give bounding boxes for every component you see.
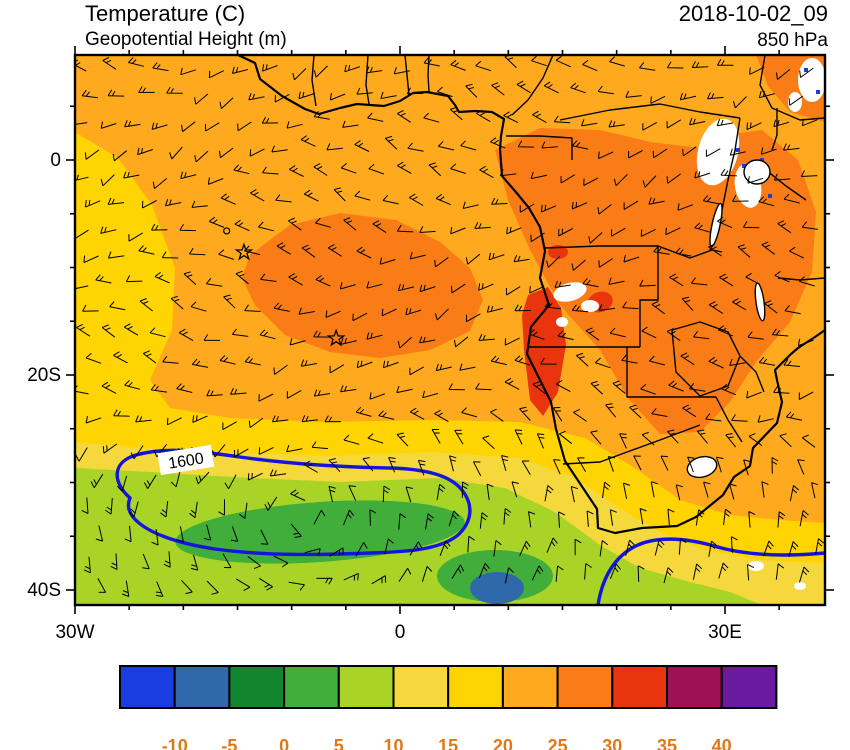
plot-subtitle: Geopotential Height (m) (85, 29, 287, 50)
country-border (777, 277, 825, 281)
country-border (559, 103, 741, 121)
colorbar-cell (228, 665, 286, 709)
circle-marker (223, 227, 231, 235)
region-dark-green-core (175, 500, 465, 564)
region-cold-blue-blob (470, 572, 524, 604)
colorbar-label: 30 (602, 736, 622, 750)
region-terrain-white-se-2 (794, 582, 806, 590)
x-axis-label: 30W (55, 622, 94, 643)
star-marker (326, 328, 346, 347)
region-terrain-white-angola (553, 282, 587, 302)
colorbar-label: 40 (712, 736, 732, 750)
country-border (562, 424, 701, 465)
lake-victoria (743, 159, 771, 185)
country-border (506, 135, 573, 160)
country-border (544, 245, 659, 347)
y-axis-label: 20S (27, 365, 61, 386)
colorbar-cell (173, 665, 231, 709)
lesotho-highlands (686, 455, 718, 479)
colorbar-label: 20 (493, 736, 513, 750)
country-border (715, 396, 743, 443)
region-terrain-white-se-1 (748, 561, 764, 571)
colorbar-label: 10 (383, 736, 403, 750)
cold-speck (804, 68, 808, 72)
country-border (311, 55, 317, 107)
colorbar-cell (611, 665, 668, 709)
region-terrain-white-ne-tip (798, 58, 825, 102)
region-red-spot-north (548, 245, 568, 259)
colorbar-label: 0 (279, 736, 289, 750)
country-border (404, 55, 410, 96)
coastline (237, 55, 825, 535)
colorbar-cell (666, 665, 723, 709)
region-deep-orange-congo (495, 128, 816, 434)
country-border (759, 55, 825, 121)
colorbar-label: 25 (548, 736, 568, 750)
map-frame (73, 53, 827, 607)
colorbar-label: 35 (657, 736, 677, 750)
colorbar-cell (501, 665, 559, 709)
country-border (657, 245, 723, 259)
colorbar-cell (119, 665, 176, 709)
region-terrain-white-angola-3 (556, 317, 568, 327)
x-axis-label: 0 (395, 622, 406, 643)
axis-ticks (66, 46, 834, 614)
colorbar-cell (447, 665, 504, 709)
wind-barbs-layer (75, 55, 825, 597)
x-axis-label: 30E (708, 622, 742, 643)
colorbar-cell (283, 665, 340, 709)
geopotential-contour-1600 (596, 537, 825, 605)
map-canvas: 1600 30W 0 30E 0 20S 40S (27, 46, 834, 643)
cold-speck (816, 90, 820, 94)
country-border (365, 55, 370, 105)
temperature-field (75, 55, 825, 605)
plot-title: Temperature (C) (85, 1, 246, 26)
colorbar-label: 15 (438, 736, 458, 750)
colorbar-label: -5 (221, 736, 237, 750)
country-border (427, 55, 430, 93)
country-border (626, 347, 716, 398)
colorbar-cell (337, 665, 395, 709)
y-axis-label: 40S (27, 580, 61, 601)
region-deep-orange-atlantic (242, 213, 483, 358)
colorbar-cell (720, 665, 778, 709)
colorbar-cell (392, 665, 450, 709)
lake-tanganyika (709, 202, 723, 248)
cold-speck (760, 158, 764, 162)
svg-text:1600: 1600 (167, 450, 205, 472)
cold-speck (742, 164, 746, 168)
valid-datetime: 2018-10-02_09 (678, 1, 828, 26)
cold-speck (736, 148, 740, 152)
country-border (739, 355, 765, 393)
colorbar: -10 -5 0 5 10 15 20 25 30 35 40 (119, 665, 778, 750)
star-marker (234, 242, 254, 261)
country-border (511, 55, 554, 116)
y-axis-label: 0 (50, 150, 61, 171)
colorbar-cell (556, 665, 614, 709)
pressure-level: 850 hPa (757, 30, 828, 51)
country-border (671, 321, 741, 397)
cold-speck (768, 194, 772, 198)
region-terrain-white-angola-2 (581, 300, 599, 312)
colorbar-label: -10 (162, 736, 188, 750)
contour-label-1600: 1600 (157, 444, 215, 476)
colorbar-label: 5 (334, 736, 344, 750)
region-terrain-white-ethiopia (696, 118, 740, 186)
country-border (771, 108, 778, 151)
